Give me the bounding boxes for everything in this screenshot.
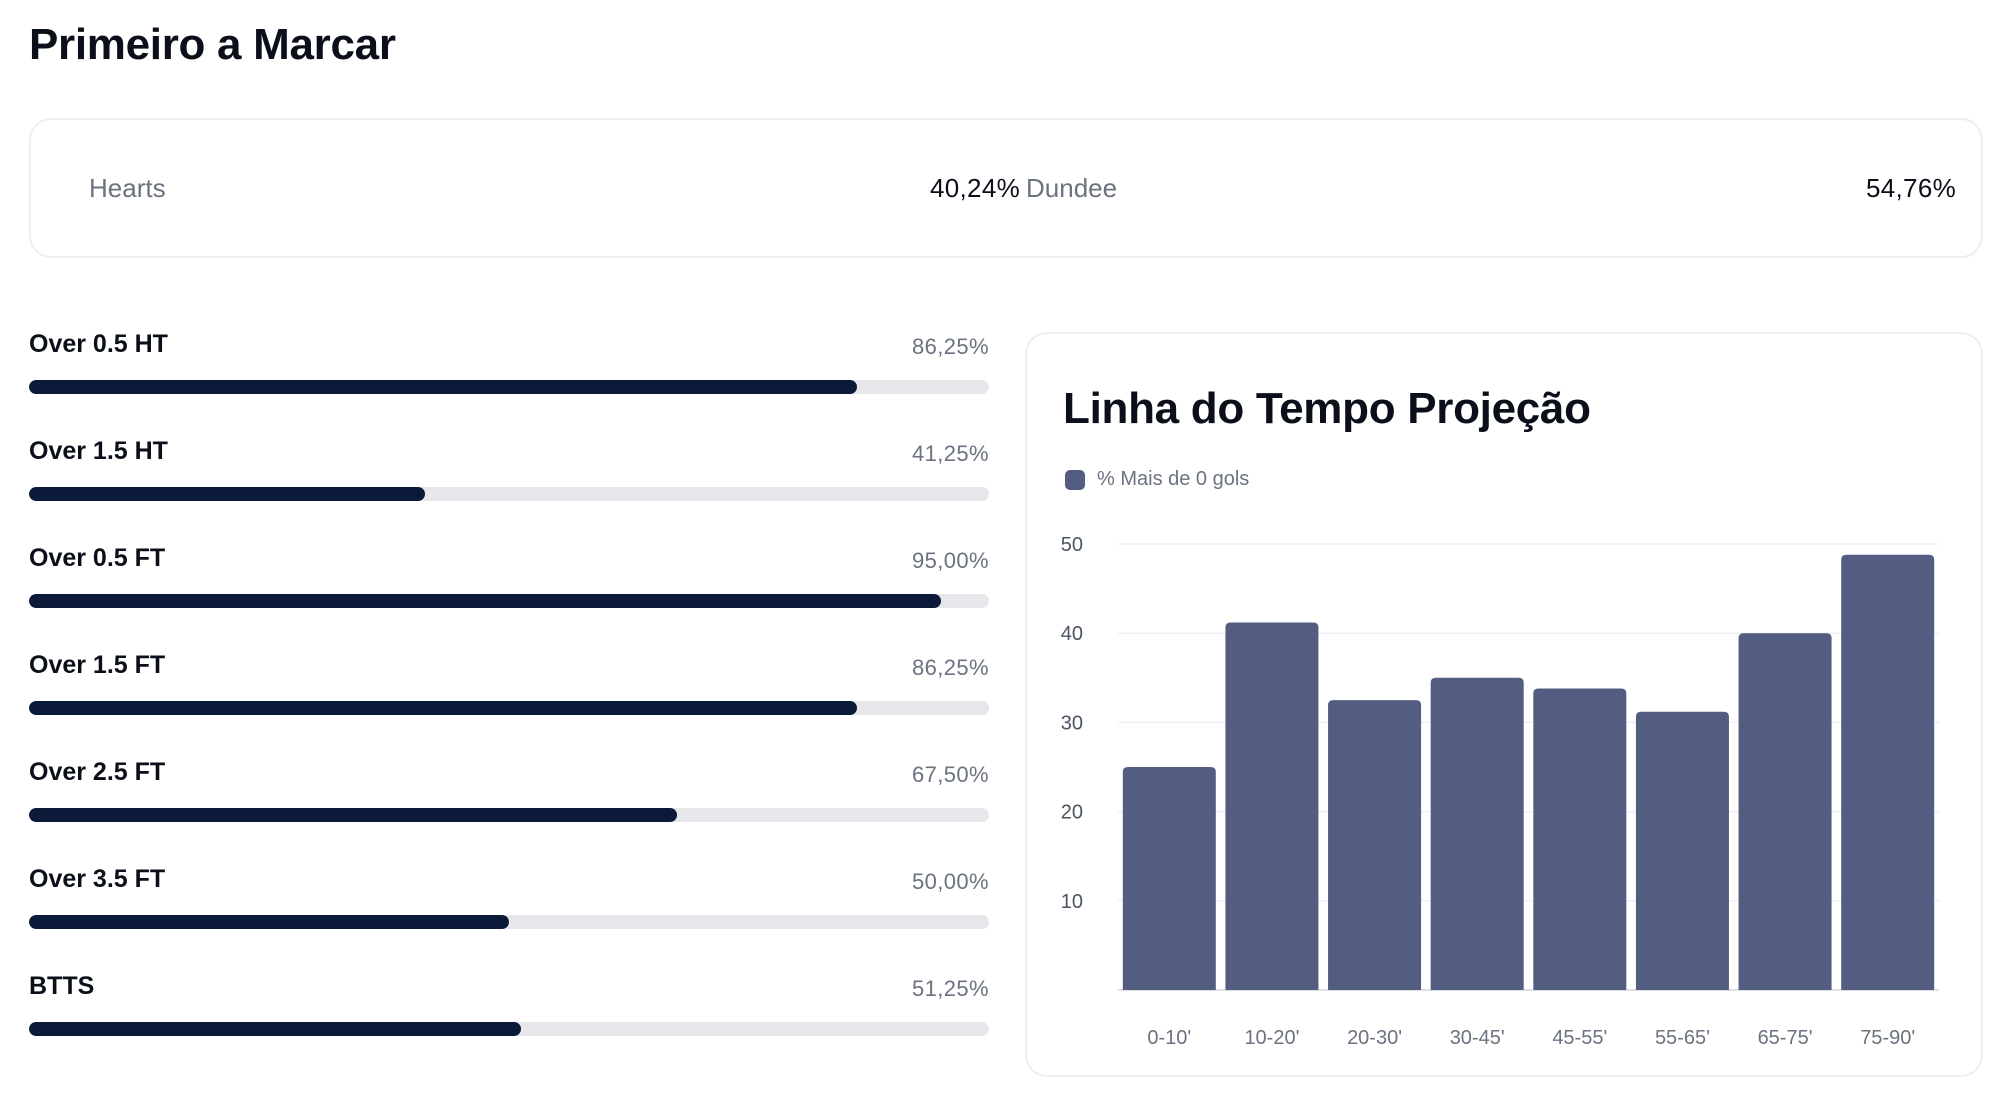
y-tick-label: 40 bbox=[1061, 623, 1083, 645]
stat-row: Over 0.5 FT 95,00% bbox=[29, 544, 989, 651]
progress-bar-fill bbox=[29, 487, 425, 501]
stat-value: 86,25% bbox=[911, 334, 989, 359]
x-tick-label: 30-45' bbox=[1450, 1027, 1505, 1049]
chart-bar[interactable] bbox=[1533, 688, 1627, 990]
stat-row: BTTS 51,25% bbox=[29, 972, 989, 1079]
away-team-probability: 54,76% bbox=[1866, 172, 1956, 203]
chart-title: Linha do Tempo Projeção bbox=[1063, 384, 1591, 433]
progress-bar-track bbox=[29, 701, 989, 715]
stat-row: Over 3.5 FT 50,00% bbox=[29, 865, 989, 972]
stat-value: 50,00% bbox=[911, 869, 989, 894]
stat-value: 51,25% bbox=[911, 976, 989, 1001]
x-tick-label: 65-75' bbox=[1758, 1027, 1813, 1049]
x-tick-label: 45-55' bbox=[1552, 1027, 1607, 1049]
progress-bar-fill bbox=[29, 594, 941, 608]
first-to-score-away: Dundee 54,76% bbox=[1026, 120, 1956, 256]
page-title: Primeiro a Marcar bbox=[29, 20, 396, 69]
progress-bar-fill bbox=[29, 808, 677, 822]
progress-bar-track bbox=[29, 915, 989, 929]
chart-bar[interactable] bbox=[1328, 700, 1422, 990]
x-tick-label: 75-90' bbox=[1860, 1027, 1915, 1049]
chart-legend[interactable]: % Mais de 0 gols bbox=[1065, 468, 1249, 491]
progress-bar-fill bbox=[29, 380, 857, 394]
progress-bar-fill bbox=[29, 701, 857, 715]
goal-stats-list: Over 0.5 HT 86,25% Over 1.5 HT 41,25% Ov… bbox=[29, 330, 989, 1079]
y-tick-label: 30 bbox=[1061, 712, 1083, 734]
stat-row: Over 1.5 FT 86,25% bbox=[29, 651, 989, 758]
stat-row: Over 1.5 HT 41,25% bbox=[29, 437, 989, 544]
chart-bar[interactable] bbox=[1841, 554, 1935, 990]
timeline-bar-chart: 10 20 30 40 50 0-10' 10-20' 20-30' 30-45' 45-55' 5… bbox=[1061, 534, 1939, 1049]
progress-bar-track bbox=[29, 380, 989, 394]
stat-row: Over 2.5 FT 67,50% bbox=[29, 758, 989, 865]
y-tick-label: 50 bbox=[1061, 534, 1083, 556]
stat-row: Over 0.5 HT 86,25% bbox=[29, 330, 989, 437]
first-to-score-card: Hearts 40,24% Dundee 54,76% bbox=[29, 118, 1983, 258]
stat-label: Over 1.5 HT bbox=[29, 437, 168, 465]
chart-bar[interactable] bbox=[1430, 677, 1524, 990]
stat-value: 41,25% bbox=[911, 441, 989, 466]
stat-label: Over 0.5 FT bbox=[29, 544, 166, 572]
stat-label: Over 2.5 FT bbox=[29, 758, 166, 786]
stat-value: 86,25% bbox=[911, 655, 989, 680]
stat-value: 95,00% bbox=[911, 548, 989, 573]
chart-bar[interactable] bbox=[1225, 622, 1319, 990]
stat-label: BTTS bbox=[29, 972, 95, 1000]
progress-bar-fill bbox=[29, 915, 509, 929]
legend-swatch bbox=[1065, 469, 1085, 490]
y-tick-label: 20 bbox=[1061, 802, 1083, 824]
stat-label: Over 1.5 FT bbox=[29, 651, 166, 679]
y-tick-label: 10 bbox=[1061, 891, 1083, 913]
x-tick-label: 20-30' bbox=[1347, 1027, 1402, 1049]
legend-label: % Mais de 0 gols bbox=[1097, 468, 1250, 490]
stat-label: Over 0.5 HT bbox=[29, 330, 168, 358]
home-team-name: Hearts bbox=[89, 172, 166, 203]
progress-bar-track bbox=[29, 487, 989, 501]
progress-bar-fill bbox=[29, 1022, 521, 1036]
first-to-score-home: Hearts 40,24% bbox=[89, 120, 1020, 256]
chart-bar[interactable] bbox=[1122, 767, 1216, 990]
progress-bar-track bbox=[29, 808, 989, 822]
progress-bar-track bbox=[29, 1022, 989, 1036]
away-team-name: Dundee bbox=[1026, 172, 1118, 203]
chart-bar[interactable] bbox=[1635, 711, 1729, 990]
stat-value: 67,50% bbox=[911, 762, 989, 787]
progress-bar-track bbox=[29, 594, 989, 608]
x-tick-label: 55-65' bbox=[1655, 1027, 1710, 1049]
home-team-probability: 40,24% bbox=[930, 172, 1020, 203]
x-tick-label: 10-20' bbox=[1244, 1027, 1299, 1049]
timeline-chart-card: Linha do Tempo Projeção % Mais de 0 gols… bbox=[1025, 332, 1983, 1077]
chart-bar[interactable] bbox=[1738, 633, 1832, 990]
stat-label: Over 3.5 FT bbox=[29, 865, 166, 893]
x-tick-label: 0-10' bbox=[1147, 1027, 1191, 1049]
